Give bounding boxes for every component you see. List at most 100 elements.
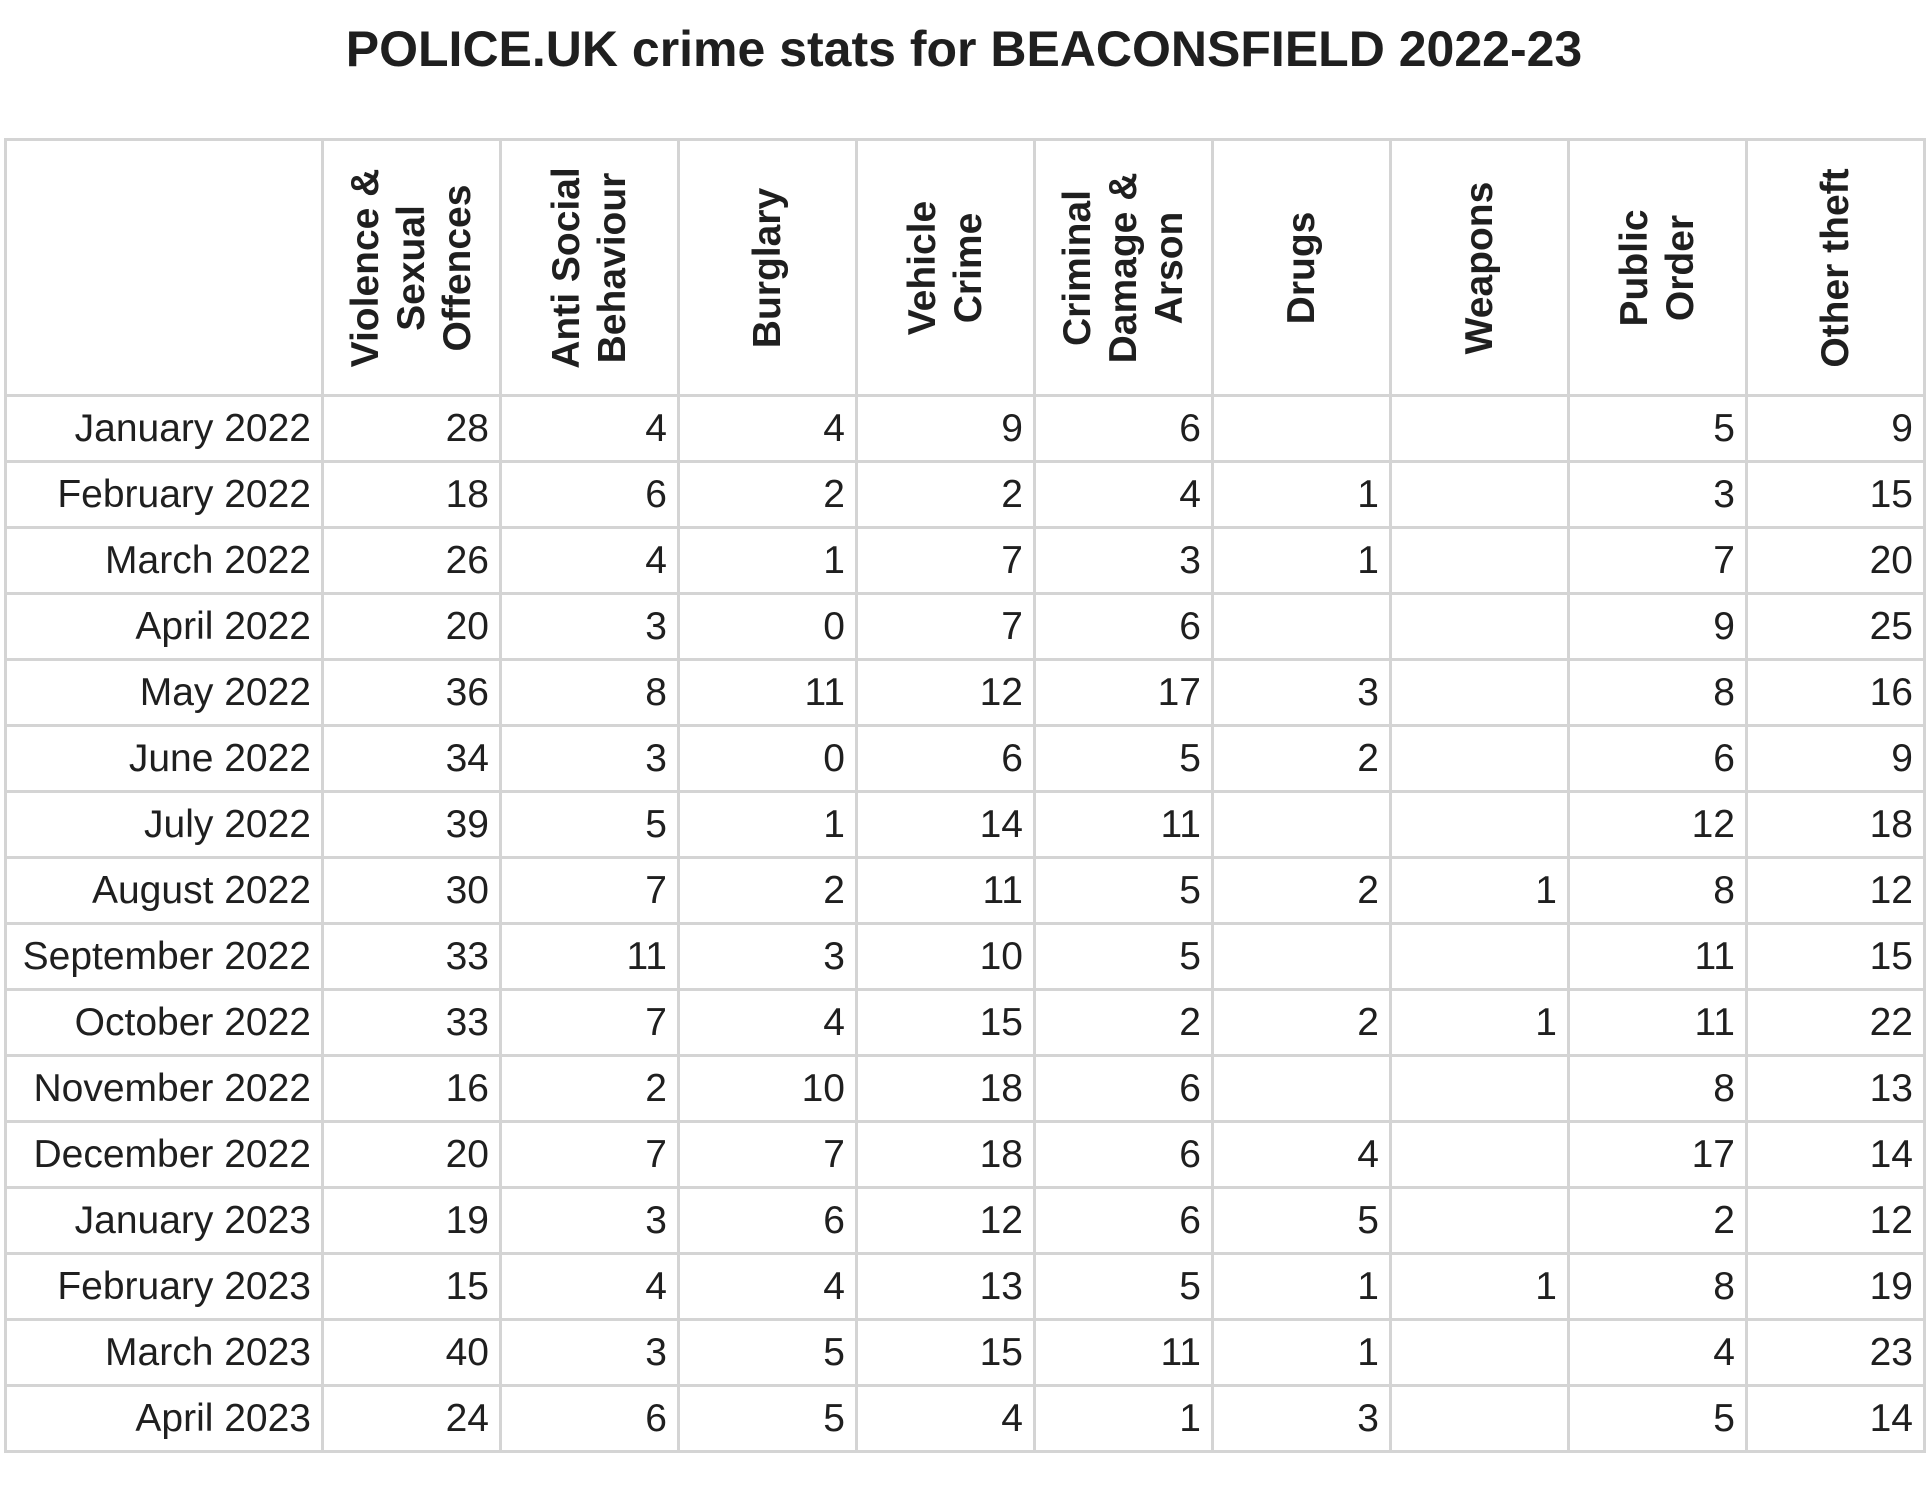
table-cell: 2 [499,1054,680,1123]
table-cell: 5 [1033,856,1214,925]
table-cell: 14 [855,790,1036,859]
table-cell: 1 [677,526,858,595]
table-cell [1389,922,1570,991]
column-header-label: Drugs [1279,211,1323,324]
table-cell: 11 [499,922,680,991]
table-cell: 6 [855,724,1036,793]
table-cell: 5 [1567,394,1748,463]
table-cell: 1 [677,790,858,859]
table-cell: 1 [1211,460,1392,529]
table-cell: 4 [499,394,680,463]
table-cell: 6 [1033,1186,1214,1255]
table-cell: 11 [677,658,858,727]
table-cell: 5 [1033,724,1214,793]
table-cell: 16 [321,1054,502,1123]
table-cell: 1 [1389,988,1570,1057]
table-cell [1211,394,1392,463]
table-row: September 2022 33 11 3 10 5 11 15 [4,922,1926,991]
table-cell: 4 [677,988,858,1057]
table-cell: 1 [1211,1318,1392,1387]
table-cell: 16 [1745,658,1926,727]
column-header: Burglary [677,138,858,397]
table-cell: 36 [321,658,502,727]
table-cell: 20 [1745,526,1926,595]
table-row: May 2022 36 8 11 12 17 3 8 16 [4,658,1926,727]
table-cell: 5 [1567,1384,1748,1453]
row-label: July 2022 [4,790,324,859]
table-cell: 0 [677,592,858,661]
table-cell: 8 [1567,1252,1748,1321]
table-cell: 20 [321,1120,502,1189]
column-header: Other theft [1745,138,1926,397]
table-cell: 7 [677,1120,858,1189]
table-cell: 13 [1745,1054,1926,1123]
crime-stats-table: Violence & Sexual Offences Anti Social B… [4,138,1926,1453]
table-body: January 2022 28 4 4 9 6 5 9 February 2022 18 6 2 2 4 1… [4,394,1926,1453]
column-header-label: Public Order [1612,208,1702,327]
table-cell [1389,658,1570,727]
table-cell: 12 [855,658,1036,727]
table-cell: 4 [499,526,680,595]
row-label: March 2022 [4,526,324,595]
table-cell: 18 [855,1054,1036,1123]
table-cell: 26 [321,526,502,595]
table-cell [1389,460,1570,529]
table-cell: 2 [677,856,858,925]
table-cell: 4 [677,394,858,463]
table-cell: 11 [1567,922,1748,991]
table-cell: 28 [321,394,502,463]
table-cell: 3 [1033,526,1214,595]
row-label: February 2023 [4,1252,324,1321]
table-row: November 2022 16 2 10 18 6 8 13 [4,1054,1926,1123]
table-cell: 18 [855,1120,1036,1189]
table-cell [1211,592,1392,661]
table-cell: 9 [1567,592,1748,661]
table-cell: 7 [499,856,680,925]
table-cell: 14 [1745,1120,1926,1189]
table-cell: 9 [1745,724,1926,793]
table-cell: 2 [1567,1186,1748,1255]
table-cell: 7 [855,526,1036,595]
table-cell: 12 [1567,790,1748,859]
table-cell: 10 [855,922,1036,991]
table-cell [1389,1054,1570,1123]
table-cell [1389,790,1570,859]
table-cell: 3 [1211,1384,1392,1453]
table-cell: 6 [1033,1054,1214,1123]
table-cell: 1 [1033,1384,1214,1453]
column-header-label: Anti Social Behaviour [544,166,634,369]
table-cell: 8 [1567,856,1748,925]
table-cell: 17 [1033,658,1214,727]
row-label: January 2022 [4,394,324,463]
row-label: February 2022 [4,460,324,529]
table-cell: 7 [1567,526,1748,595]
table-row: March 2023 40 3 5 15 11 1 4 23 [4,1318,1926,1387]
table-cell: 6 [1033,1120,1214,1189]
chart-title: POLICE.UK crime stats for BEACONSFIELD 2… [345,21,1583,77]
table-cell: 2 [855,460,1036,529]
table-cell [1211,790,1392,859]
table-cell: 4 [1567,1318,1748,1387]
table-cell: 18 [321,460,502,529]
table-cell: 39 [321,790,502,859]
column-header-label: Weapons [1457,181,1501,354]
table-cell: 20 [321,592,502,661]
table-cell: 1 [1389,856,1570,925]
column-header-label: Criminal Damage & Arson [1055,172,1191,363]
table-cell: 15 [1745,460,1926,529]
table-cell: 9 [855,394,1036,463]
table-cell [1389,592,1570,661]
table-cell [1389,1384,1570,1453]
table-cell: 11 [1033,1318,1214,1387]
table-cell: 33 [321,988,502,1057]
table-cell: 10 [677,1054,858,1123]
table-cell: 6 [499,1384,680,1453]
column-header: Criminal Damage & Arson [1033,138,1214,397]
table-cell: 3 [1567,460,1748,529]
table-cell: 12 [1745,856,1926,925]
row-label: April 2022 [4,592,324,661]
table-cell: 24 [321,1384,502,1453]
table-cell [1389,526,1570,595]
table-cell: 3 [499,592,680,661]
row-label: March 2023 [4,1318,324,1387]
